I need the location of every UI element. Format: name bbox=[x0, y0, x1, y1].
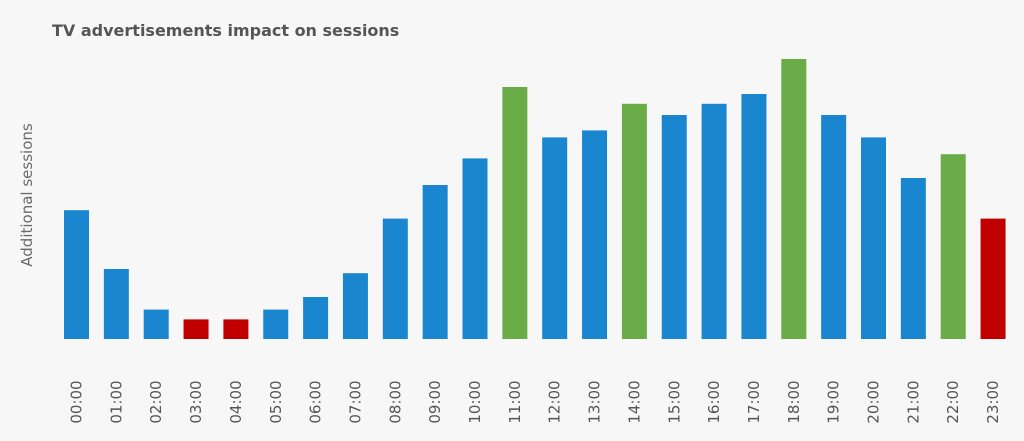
x-tick-label: 10:00 bbox=[466, 380, 484, 423]
bar-0400 bbox=[223, 319, 249, 339]
bar-1000 bbox=[462, 158, 488, 339]
x-tick-label: 09:00 bbox=[426, 380, 444, 423]
x-tick-label: 13:00 bbox=[586, 380, 604, 423]
x-tick-label: 08:00 bbox=[386, 380, 404, 423]
x-tick-label: 06:00 bbox=[307, 380, 325, 423]
bar-1900 bbox=[821, 115, 847, 339]
x-tick-label: 14:00 bbox=[625, 380, 643, 423]
bar-0600 bbox=[303, 297, 329, 339]
x-tick-label: 05:00 bbox=[267, 380, 285, 423]
bar-2300 bbox=[980, 218, 1006, 339]
bar-1700 bbox=[741, 94, 767, 339]
bar-2000 bbox=[861, 137, 886, 339]
x-tick-label: 02:00 bbox=[147, 380, 165, 423]
x-tick-labels: 00:00 01:00 02:00 03:00 04:00 05:00 06:00 07:00… bbox=[68, 380, 1003, 423]
x-tick-label: 20:00 bbox=[865, 380, 883, 423]
bar-0800 bbox=[382, 218, 408, 339]
bar-1600 bbox=[701, 103, 727, 339]
bar-0500 bbox=[263, 309, 289, 339]
bar-1300 bbox=[582, 130, 608, 339]
bar-2100 bbox=[900, 178, 926, 339]
bar-0700 bbox=[342, 273, 368, 339]
bars-group bbox=[64, 59, 1006, 339]
bar-1100 bbox=[502, 87, 528, 339]
x-tick-label: 12:00 bbox=[546, 380, 564, 423]
bar-1200 bbox=[542, 137, 568, 339]
bar-0300 bbox=[183, 319, 209, 339]
x-tick-label: 21:00 bbox=[904, 380, 922, 423]
bar-0100 bbox=[103, 269, 129, 339]
x-tick-label: 17:00 bbox=[745, 380, 763, 423]
x-tick-label: 11:00 bbox=[506, 380, 524, 423]
x-tick-label: 23:00 bbox=[984, 380, 1002, 423]
x-tick-label: 00:00 bbox=[68, 380, 86, 423]
chart-title: TV advertisements impact on sessions bbox=[52, 21, 400, 40]
x-tick-label: 19:00 bbox=[825, 380, 843, 423]
x-tick-label: 16:00 bbox=[705, 380, 723, 423]
x-tick-label: 01:00 bbox=[107, 380, 125, 423]
x-tick-label: 15:00 bbox=[665, 380, 683, 423]
bar-0000 bbox=[64, 210, 89, 339]
x-tick-label: 03:00 bbox=[187, 380, 205, 423]
bar-1800 bbox=[781, 59, 807, 339]
bar-1400 bbox=[621, 103, 647, 339]
x-tick-label: 04:00 bbox=[227, 380, 245, 423]
x-tick-label: 22:00 bbox=[944, 380, 962, 423]
x-tick-label: 07:00 bbox=[346, 380, 364, 423]
x-tick-label: 18:00 bbox=[785, 380, 803, 423]
bar-0900 bbox=[422, 185, 448, 339]
bar-1500 bbox=[661, 115, 687, 339]
bar-0200 bbox=[143, 309, 169, 339]
bar-2200 bbox=[940, 154, 966, 339]
